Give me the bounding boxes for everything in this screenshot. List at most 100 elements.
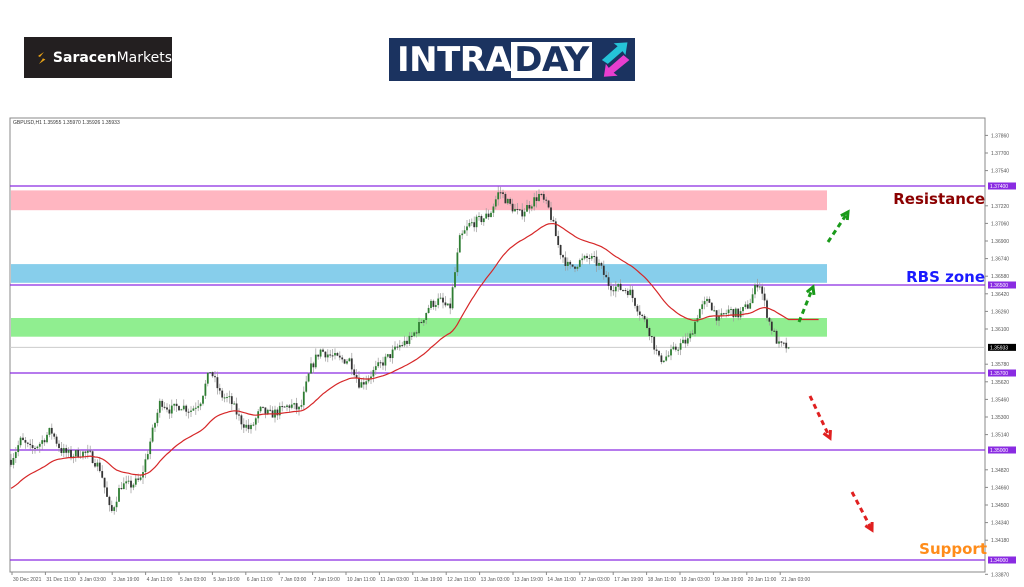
x-tick-label: 7 Jan 19:00 — [314, 577, 340, 583]
candle-body — [564, 257, 567, 266]
candle-body — [691, 333, 694, 335]
candle-body — [108, 496, 111, 506]
level-price-tag — [988, 446, 1016, 454]
candle-body — [710, 302, 713, 311]
candle-body — [646, 319, 648, 328]
candle-body — [101, 471, 104, 478]
down-arrow-icon — [808, 395, 832, 439]
candle-body — [502, 192, 504, 194]
candle-body — [631, 289, 634, 299]
candle-body — [250, 425, 252, 430]
candle-body — [334, 353, 336, 356]
candle-body — [156, 412, 159, 424]
candle-body — [240, 415, 243, 425]
candle-body — [86, 450, 89, 453]
candle-body — [763, 293, 766, 301]
x-tick-label: 6 Jan 11:00 — [247, 577, 273, 583]
candle-body — [48, 427, 51, 435]
y-tick-label: 1.34180 — [991, 538, 1009, 544]
candle-body — [463, 230, 466, 234]
support-label: Support — [919, 540, 987, 558]
candle-body — [305, 381, 308, 392]
x-tick-label: 13 Jan 19:00 — [514, 577, 543, 583]
candle-body — [82, 451, 84, 457]
candle-body — [554, 221, 557, 237]
candle-body — [266, 409, 269, 414]
candle-body — [761, 286, 764, 294]
candle-body — [679, 343, 682, 350]
candle-body — [379, 362, 382, 364]
candle-body — [578, 260, 581, 267]
candle-body — [586, 255, 588, 259]
candle-body — [598, 262, 600, 266]
candle-body — [199, 403, 202, 407]
candle-body — [516, 208, 519, 210]
candle-body — [408, 335, 411, 344]
candle-body — [569, 261, 572, 265]
candle-body — [346, 361, 348, 364]
candle-body — [713, 310, 716, 312]
candle-body — [264, 407, 267, 414]
candle-body — [674, 346, 677, 350]
candle-body — [758, 286, 761, 288]
down-arrow-icon-head — [864, 521, 874, 533]
candle-body — [600, 262, 603, 266]
candle-body — [358, 377, 360, 388]
intraday-logo-a: INTRA — [397, 39, 512, 80]
y-tick-label: 1.34500 — [991, 503, 1009, 509]
saracen-s-icon — [37, 51, 46, 64]
candle-body — [432, 300, 435, 307]
candle-body — [319, 349, 322, 357]
candle-body — [703, 301, 706, 305]
candle-body — [247, 424, 250, 430]
candle-body — [550, 207, 552, 220]
candle-body — [262, 406, 264, 408]
candle-body — [638, 311, 641, 315]
candle-body — [593, 256, 596, 258]
candle-body — [622, 289, 624, 291]
candle-body — [636, 305, 639, 312]
level-price-tag — [988, 369, 1016, 377]
candle-body — [415, 332, 418, 334]
candle-body — [398, 345, 401, 348]
candle-body — [538, 193, 540, 201]
candle-body — [770, 321, 773, 331]
x-tick-label: 12 Jan 11:00 — [447, 577, 476, 583]
candle-body — [533, 197, 536, 207]
y-tick-label: 1.33870 — [991, 572, 1009, 578]
candle-body — [384, 356, 387, 366]
candle-body — [785, 342, 788, 349]
candle-body — [180, 409, 183, 411]
candle-body — [617, 283, 620, 287]
candle-body — [218, 388, 221, 391]
candle-body — [168, 409, 171, 414]
candle-body — [708, 298, 711, 303]
candle-body — [766, 300, 768, 318]
candle-body — [391, 349, 394, 359]
candle-body — [442, 297, 444, 303]
x-tick-label: 11 Jan 19:00 — [414, 577, 443, 583]
candle-body — [322, 349, 324, 352]
candle-body — [410, 335, 413, 337]
candle-body — [367, 378, 370, 382]
y-tick-label: 1.36420 — [991, 292, 1009, 298]
level-price-tag — [988, 281, 1016, 289]
candle-body — [298, 406, 300, 410]
y-tick-label: 1.35300 — [991, 415, 1009, 421]
candle-body — [103, 477, 106, 488]
candle-body — [684, 339, 687, 344]
candle-body — [161, 400, 164, 407]
x-tick-label: 21 Jan 03:00 — [781, 577, 810, 583]
candle-body — [602, 265, 605, 275]
up-arrow-icon — [826, 211, 850, 243]
candle-body — [734, 308, 737, 318]
candle-body — [492, 206, 495, 213]
x-tick-label: 4 Jan 11:00 — [147, 577, 173, 583]
candle-body — [118, 488, 120, 502]
level-price-label: 1.34000 — [990, 558, 1008, 564]
y-tick-label: 1.34340 — [991, 521, 1009, 527]
candle-body — [293, 403, 296, 405]
down-arrow-icon — [850, 491, 874, 531]
candle-body — [389, 354, 392, 359]
